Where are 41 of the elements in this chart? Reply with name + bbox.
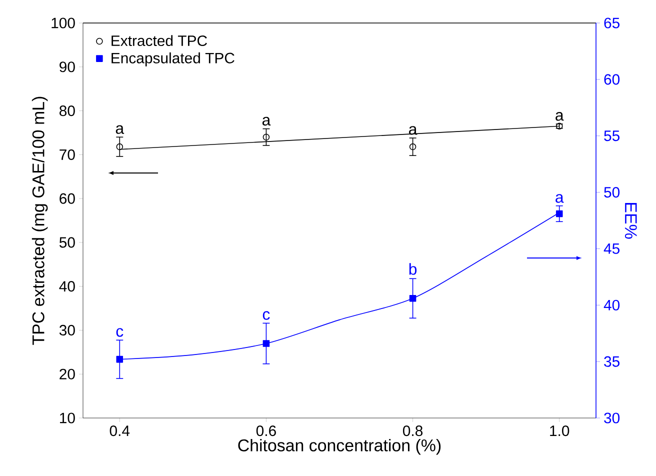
y-tick-label: 70 — [60, 149, 75, 160]
y2-tick-label: 40 — [604, 300, 620, 310]
y-tick-label: 20 — [60, 368, 75, 380]
y2-axis-title: EE% — [624, 203, 637, 239]
x-tick-label: 0.8 — [402, 426, 423, 436]
y-tick-label: 100 — [52, 18, 75, 28]
point — [262, 340, 270, 347]
y2-tick-label: 30 — [604, 412, 620, 424]
x-axis-title: Chitosan concentration (%) — [238, 438, 441, 455]
point — [409, 143, 416, 150]
point — [556, 210, 563, 218]
point — [116, 143, 124, 150]
y-tick-label: 50 — [59, 237, 75, 248]
y-tick-label: 60 — [60, 193, 75, 204]
y-tick-label: 90 — [60, 62, 75, 72]
point — [116, 356, 124, 363]
y2-tick-label: 55 — [604, 130, 620, 142]
x-tick-label: 0.4 — [110, 426, 130, 436]
annotation: a — [116, 125, 124, 134]
y2-tick-label: 65 — [604, 18, 620, 28]
annotation: c — [262, 311, 270, 320]
x-tick-label: 1.0 — [550, 426, 570, 436]
annotation: c — [116, 328, 124, 337]
y-axis-title: TPC extracted (mg GAE/100 mL) — [32, 96, 48, 345]
point — [409, 294, 416, 302]
y2-tick-label: 45 — [604, 244, 620, 254]
y2-tick-label: 60 — [604, 74, 620, 85]
legend-label: Encapsulated TPC — [112, 52, 234, 66]
annotation: a — [556, 112, 564, 121]
y-tick-label: 10 — [60, 412, 75, 424]
legend-label: Extracted TPC — [112, 35, 207, 46]
point — [262, 134, 270, 141]
y-tick-label: 80 — [60, 105, 75, 116]
y-tick-label: 40 — [59, 281, 75, 292]
x-tick-label: 0.6 — [256, 426, 276, 436]
annotation: a — [262, 116, 271, 126]
y2-tick-label: 35 — [604, 356, 620, 367]
y-tick-label: 30 — [59, 324, 75, 336]
annotation: b — [409, 263, 417, 275]
y2-tick-label: 50 — [604, 186, 620, 198]
annotation: a — [556, 194, 564, 203]
